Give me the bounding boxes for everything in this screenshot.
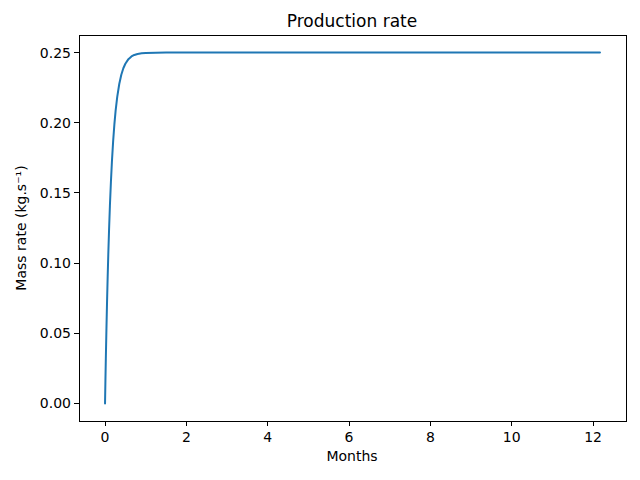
y-tick-label: 0.25 [40, 46, 71, 60]
y-tick-label: 0.05 [40, 326, 71, 340]
x-tick-label: 8 [426, 430, 435, 444]
x-tick-label: 12 [584, 430, 602, 444]
y-tick-label: 0.10 [40, 256, 71, 270]
x-tick-label: 10 [503, 430, 521, 444]
axes-frame [79, 35, 626, 421]
chart-title: Production rate [287, 11, 417, 31]
x-tick-label: 6 [345, 430, 354, 444]
x-tick-label: 4 [263, 430, 272, 444]
y-axis-label: Mass rate (kg.s⁻¹) [13, 165, 29, 290]
y-tick-label: 0.15 [40, 186, 71, 200]
production-rate-line [105, 53, 600, 404]
x-axis-label: Months [326, 448, 377, 464]
y-tick-label: 0.20 [40, 116, 71, 130]
x-tick-label: 2 [182, 430, 191, 444]
y-tick-label: 0.00 [40, 396, 71, 410]
figure: Production rate Months Mass rate (kg.s⁻¹… [0, 0, 640, 480]
plot-area [0, 0, 640, 480]
x-tick-label: 0 [101, 430, 110, 444]
